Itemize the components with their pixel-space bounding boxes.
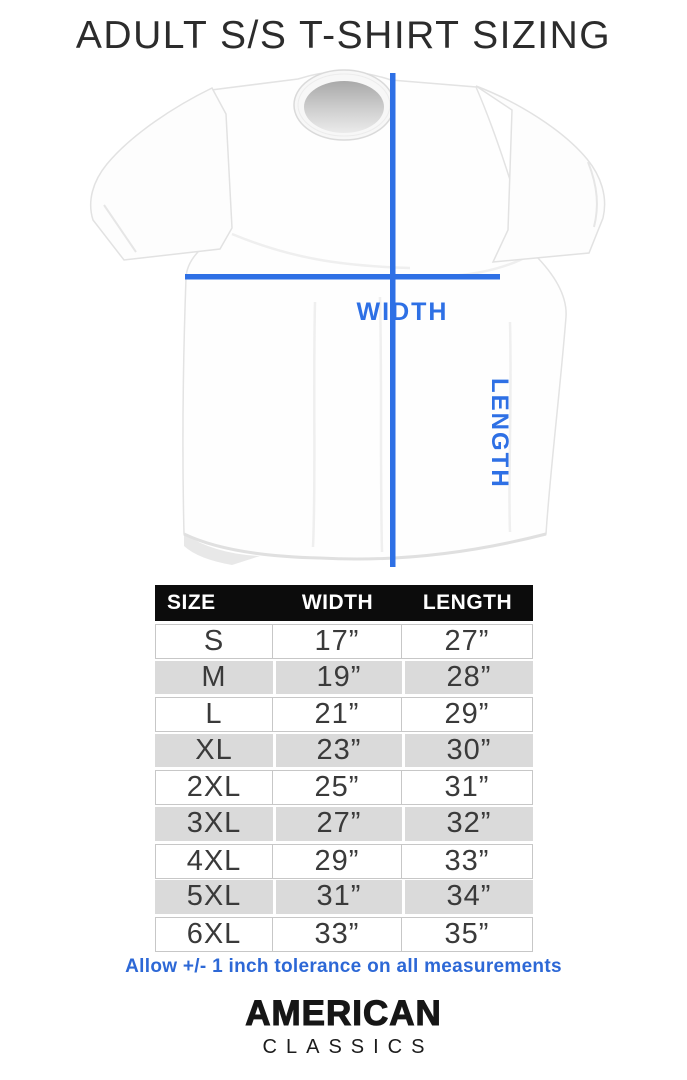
length-cell: 34” (402, 880, 533, 914)
size-cell: 4XL (155, 843, 273, 879)
width-cell: 19” (273, 660, 402, 695)
brand-subname: CLASSICS (262, 1036, 434, 1058)
width-cell: 23” (273, 733, 402, 768)
right-cuff-line (587, 161, 598, 228)
tshirt-right-sleeve (475, 85, 606, 263)
table-row: S 17” 27” (155, 624, 533, 659)
width-cell: 25” (273, 770, 402, 806)
brand-logo: AMERICAN CLASSICS (0, 993, 687, 1059)
length-cell: 35” (402, 916, 533, 952)
table-row: 3XL 27” 32” (155, 806, 533, 841)
tolerance-note: Allow +/- 1 inch tolerance on all measur… (125, 956, 562, 977)
column-header-size: SIZE (167, 591, 216, 614)
width-cell: 33” (273, 916, 402, 952)
left-cuff-line (103, 204, 137, 253)
width-cell: 31” (273, 880, 402, 914)
hem-shadow-line (183, 532, 547, 561)
width-cell: 29” (273, 843, 402, 879)
length-cell: 33” (402, 843, 533, 879)
size-cell: 3XL (155, 806, 273, 841)
length-cell: 28” (402, 660, 533, 695)
tshirt-left-sleeve (89, 87, 233, 261)
length-axis-label: LENGTH (486, 378, 513, 489)
table-row: 5XL 31” 34” (155, 880, 533, 914)
table-row: M 19” 28” (155, 660, 533, 695)
size-table: SIZE WIDTH LENGTH S 17” 27” M 19” 28” L 21” 29” X… (155, 585, 533, 952)
size-cell: 6XL (155, 916, 273, 952)
table-row: 2XL 25” 31” (155, 770, 533, 806)
size-cell: 2XL (155, 770, 273, 806)
column-header-width: WIDTH (301, 591, 374, 614)
width-measure-line (185, 274, 500, 280)
size-cell: XL (155, 733, 273, 768)
length-measure-line (390, 73, 396, 567)
tshirt-collar (293, 69, 395, 141)
table-row: 6XL 33” 35” (155, 916, 533, 952)
size-table-header: SIZE WIDTH LENGTH (155, 585, 533, 621)
length-cell: 32” (402, 806, 533, 841)
table-row: L 21” 29” (155, 697, 533, 733)
brand-name: AMERICAN (245, 993, 442, 1033)
size-cell: S (155, 624, 273, 659)
width-cell: 17” (273, 624, 402, 659)
length-cell: 27” (402, 624, 533, 659)
width-axis-label: WIDTH (356, 298, 449, 326)
size-cell: L (155, 697, 273, 733)
length-cell: 31” (402, 770, 533, 806)
width-cell: 21” (273, 697, 402, 733)
table-row: XL 23” 30” (155, 733, 533, 768)
table-row: 4XL 29” 33” (155, 843, 533, 879)
width-cell: 27” (273, 806, 402, 841)
page-title: ADULT S/S T-SHIRT SIZING (75, 14, 612, 57)
column-header-length: LENGTH (422, 591, 513, 614)
size-table-body: S 17” 27” M 19” 28” L 21” 29” XL 23” 30” 2XL 25” 31” 3X… (155, 624, 533, 952)
length-cell: 29” (402, 697, 533, 733)
hem-fold-shadow (184, 534, 260, 565)
tshirt-image (89, 69, 606, 567)
size-cell: M (155, 660, 273, 695)
length-cell: 30” (402, 733, 533, 768)
tshirt-measurement-diagram: WIDTH LENGTH (80, 62, 610, 582)
size-cell: 5XL (155, 880, 273, 914)
